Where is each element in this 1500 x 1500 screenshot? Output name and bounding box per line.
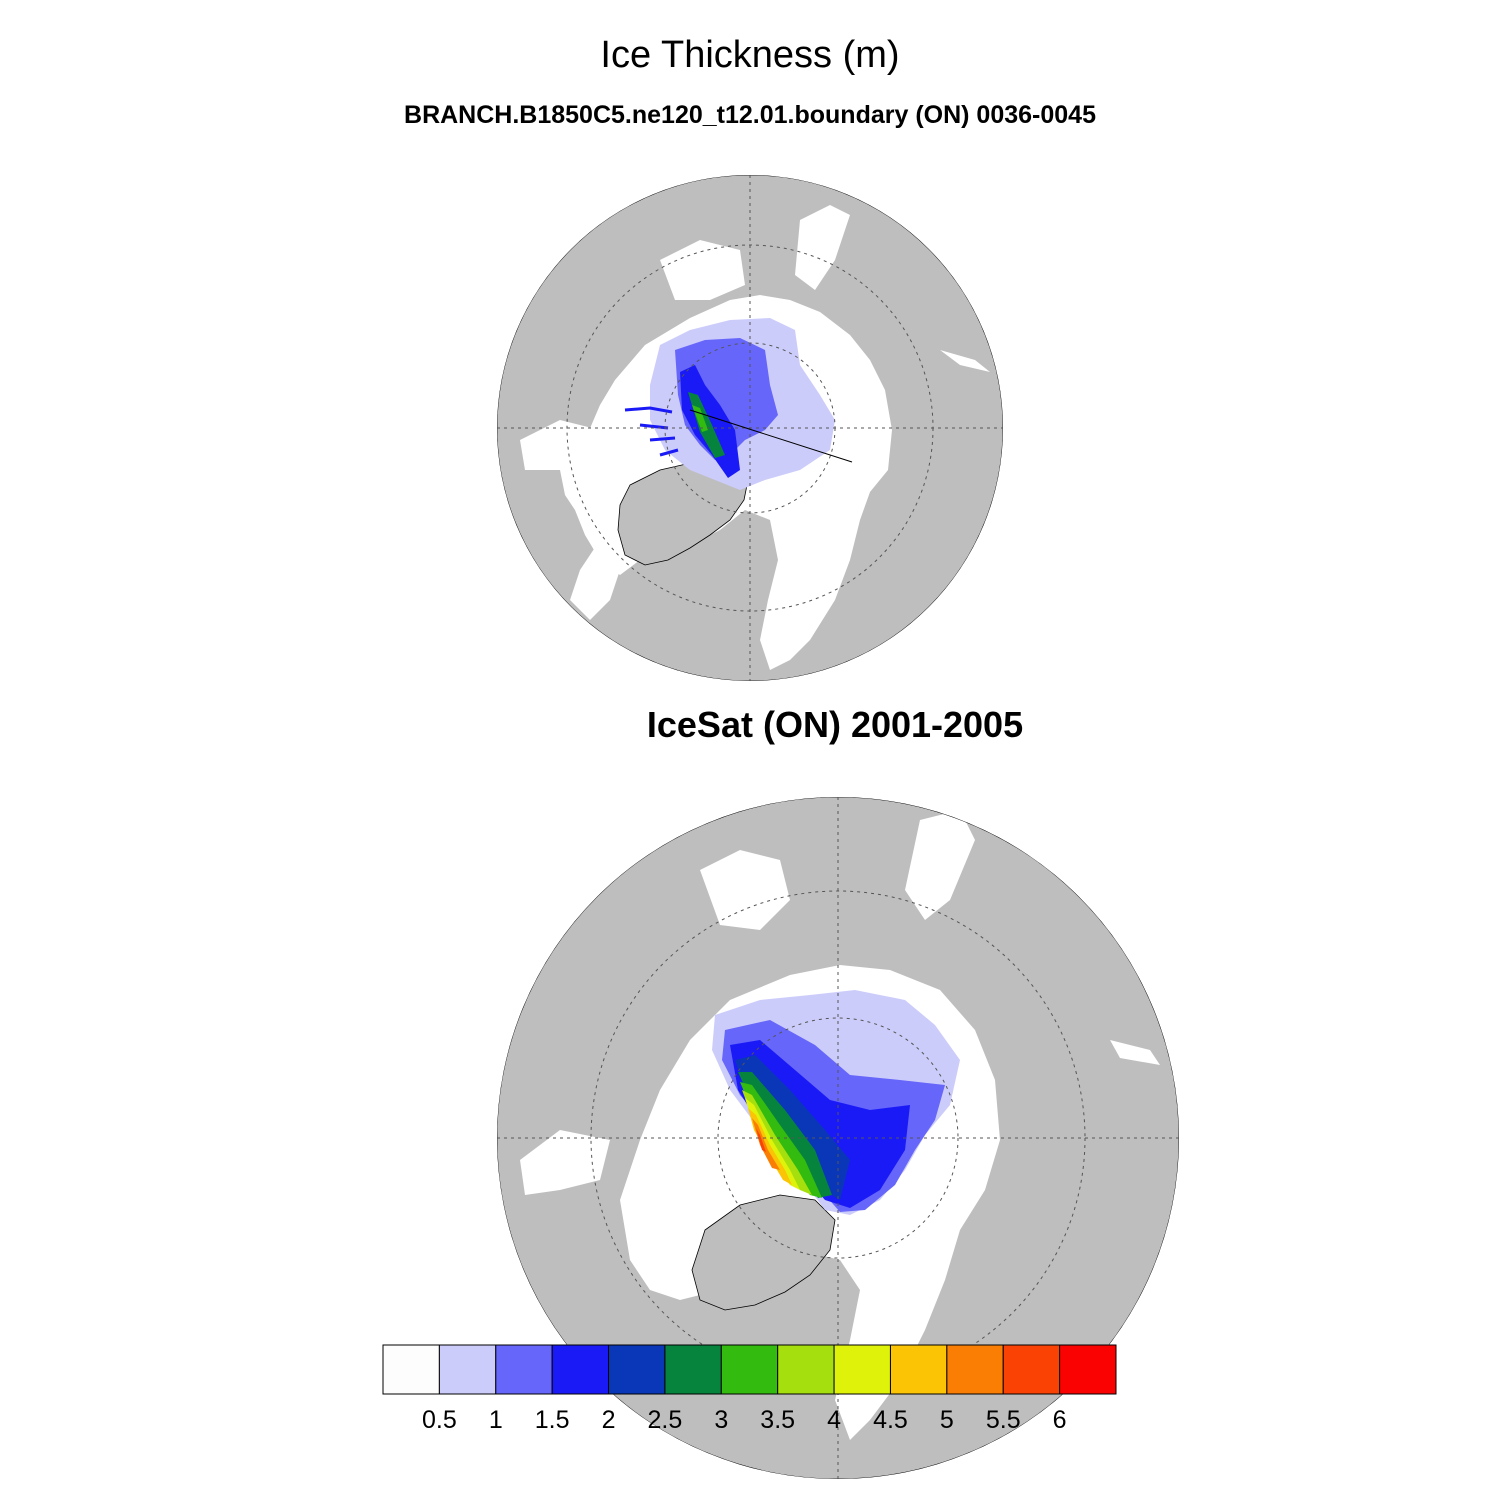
- ocean-region: [660, 240, 745, 300]
- colorbar-swatch: [1002, 1344, 1061, 1395]
- ocean-region: [520, 1130, 610, 1195]
- ocean-region: [795, 205, 850, 290]
- colorbar-swatch: [777, 1344, 835, 1395]
- colorbar-label: 5.5: [986, 1406, 1021, 1434]
- ice-band-5.5-6: [756, 1128, 766, 1152]
- colorbar-label: 2.5: [648, 1406, 683, 1434]
- colorbar-swatch: [1059, 1344, 1117, 1395]
- ocean-region: [1110, 1040, 1160, 1065]
- ocean-region: [700, 850, 790, 930]
- panel2-title: IceSat (ON) 2001-2005: [646, 704, 1024, 745]
- colorbar-label: 3: [714, 1406, 728, 1434]
- colorbar-swatch: [720, 1344, 779, 1395]
- colorbar-label: 6: [1053, 1406, 1067, 1434]
- ocean-region: [905, 810, 975, 920]
- ice-band-4.5-5: [748, 1108, 792, 1185]
- colorbar-swatch: [551, 1344, 610, 1395]
- panel1-title: BRANCH.B1850C5.ne120_t12.01.boundary (ON…: [404, 101, 1096, 129]
- ocean-region: [520, 420, 600, 470]
- colorbar-label: 1.5: [535, 1406, 570, 1434]
- colorbar-swatch: [889, 1344, 948, 1395]
- colorbar-swatch: [946, 1344, 1004, 1395]
- ice-band-5-5.5: [752, 1118, 780, 1170]
- colorbar-label: 1: [489, 1406, 503, 1434]
- figure-title: Ice Thickness (m): [600, 34, 900, 76]
- seam-line: [689, 409, 853, 463]
- colorbar-label: 2: [602, 1406, 616, 1434]
- colorbar-label: 5: [940, 1406, 954, 1434]
- colorbar-swatch: [608, 1344, 666, 1395]
- colorbar-label: 4: [827, 1406, 841, 1434]
- colorbar-swatch: [438, 1344, 497, 1395]
- colorbar-swatch: [382, 1344, 440, 1395]
- colorbar-swatch: [833, 1344, 891, 1395]
- greenland-land: [691, 1194, 836, 1311]
- colorbar-label: 3.5: [760, 1406, 795, 1434]
- colorbar-swatch: [495, 1344, 553, 1395]
- ocean-region: [570, 540, 620, 620]
- colorbar-swatch: [664, 1344, 722, 1395]
- ocean-region: [940, 350, 990, 372]
- colorbar: 0.5 1 1.5 2 2.5 3 3.5 4 4.5 5 5.5 6: [382, 1344, 1117, 1434]
- colorbar-label: 4.5: [873, 1406, 908, 1434]
- ice-channels: [624, 406, 679, 457]
- map-panel-model: [497, 175, 1003, 681]
- graticule: [497, 175, 1003, 681]
- colorbar-label: 0.5: [422, 1406, 457, 1434]
